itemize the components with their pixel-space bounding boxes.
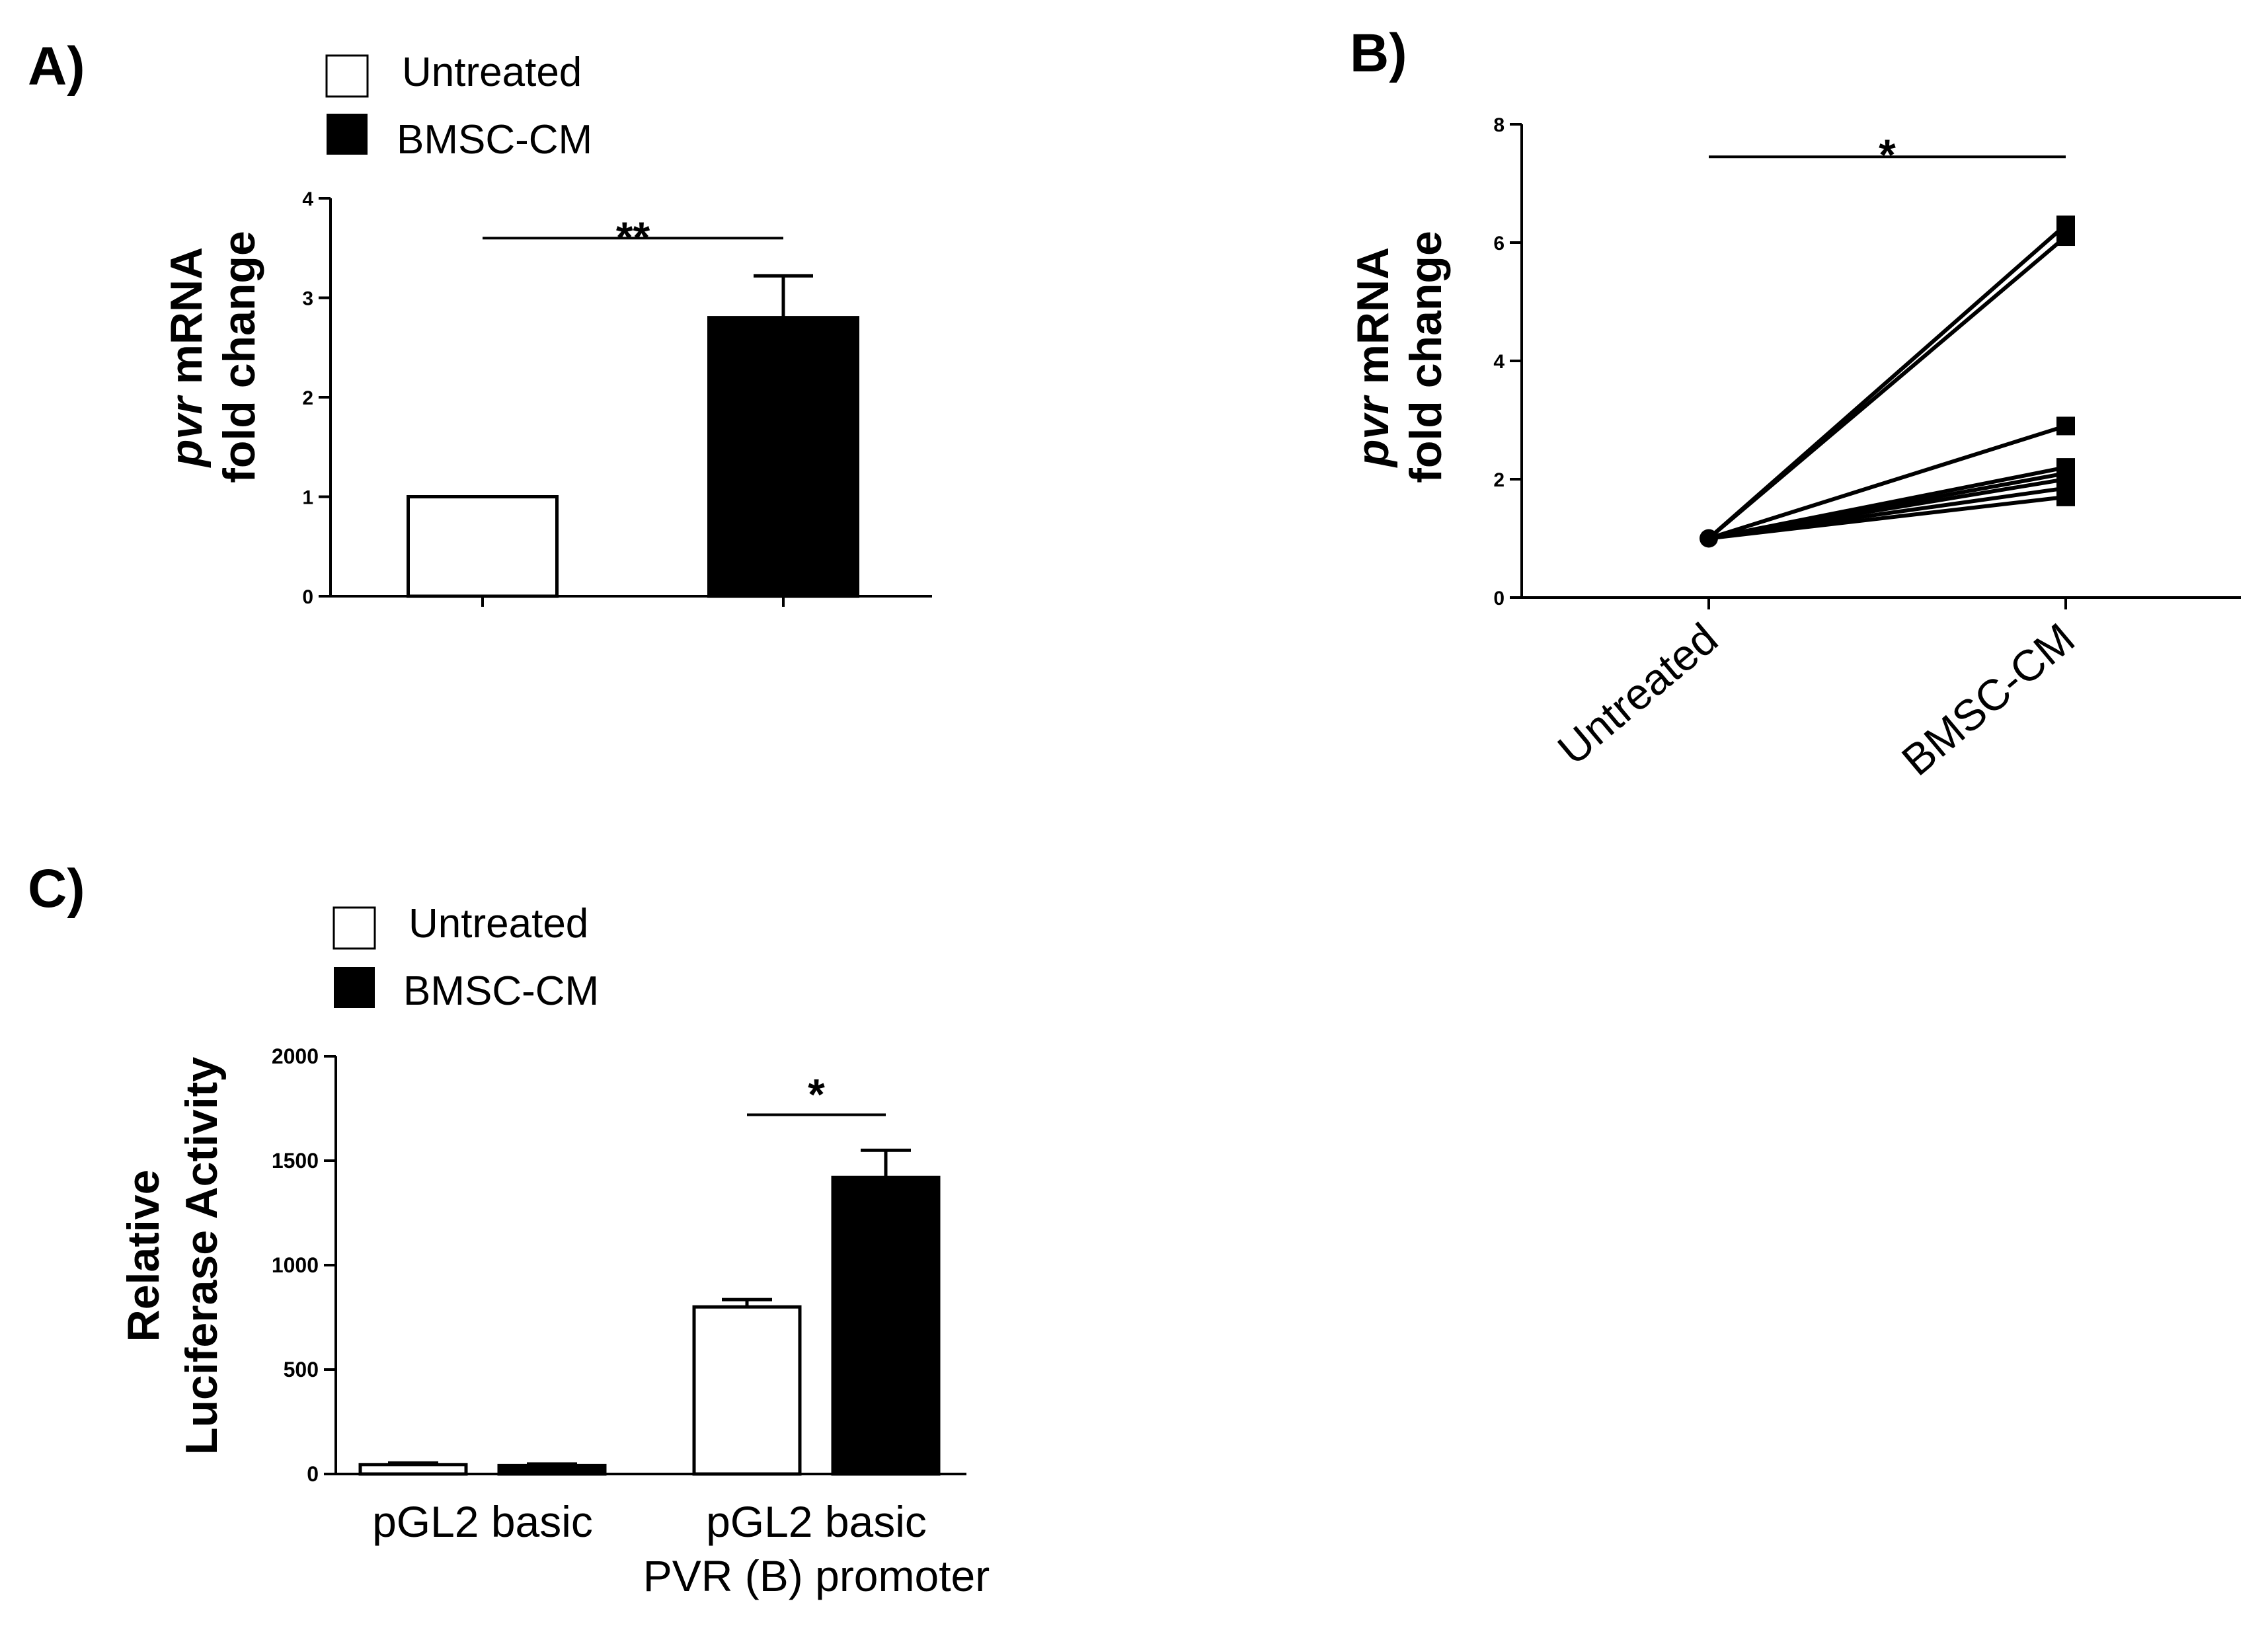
legend-label-untreated: Untreated xyxy=(409,901,588,947)
panel-b-y-axis-label-line2: fold change xyxy=(1401,231,1451,483)
panel-b-x-categories: Untreated BMSC-CM xyxy=(1548,598,2084,785)
panel-a-bar-bmsc-cm xyxy=(707,316,859,598)
panel-a-y-tick-label: 2 xyxy=(302,387,313,409)
panel-c-bar-bmsc-cm xyxy=(831,1175,941,1476)
panel-c-bar-bmsc-cm xyxy=(497,1463,607,1476)
panel-b-series-line xyxy=(1708,494,2066,541)
panel-a-y-ticks: 0 1 2 3 4 xyxy=(302,188,331,608)
legend-label-bmsc: BMSC-CM xyxy=(397,117,592,163)
panel-c-legend: Untreated BMSC-CM xyxy=(332,901,599,1014)
panel-b-x-category-label: Untreated xyxy=(1548,613,1727,774)
panel-b-x-category-label: BMSC-CM xyxy=(1893,613,2084,785)
panel-c-y-axis-label-line2: Luciferase Activity xyxy=(176,1057,227,1455)
panel-a-y-axis-label: pvr mRNA xyxy=(161,247,212,469)
panel-a-significance-stars: ** xyxy=(616,213,650,262)
legend-swatch-bmsc xyxy=(334,967,375,1008)
panel-b: B) pvr mRNA fold change 0 2 4 6 8 Untreated B… xyxy=(1348,23,2241,785)
panel-a-y-tick-label: 1 xyxy=(302,487,313,509)
panel-a-bar-untreated xyxy=(407,495,559,598)
panel-c-x-category-label: pGL2 basic xyxy=(706,1497,927,1546)
panel-c-significance-star: * xyxy=(808,1069,825,1118)
panel-c-x-categories: pGL2 basic pGL2 basic PVR (B) promoter xyxy=(372,1497,990,1600)
panel-b-point-bmsc-cm xyxy=(2056,227,2075,247)
panel-c-y-tick-label: 2000 xyxy=(272,1044,319,1068)
panel-c-y-axis-label: Relative xyxy=(118,1170,169,1342)
panel-c-x-category-label: PVR (B) promoter xyxy=(643,1551,990,1600)
panel-c: C) Untreated BMSC-CM Relative Luciferase… xyxy=(28,859,990,1600)
panel-b-point-bmsc-cm xyxy=(2056,416,2075,436)
panel-a-y-tick-label: 3 xyxy=(302,288,313,310)
panel-b-y-axis-label: pvr mRNA xyxy=(1348,247,1398,469)
panel-c-label: C) xyxy=(28,859,85,919)
panel-b-series-line xyxy=(1708,424,2066,541)
panel-a-significance: ** xyxy=(483,213,783,262)
panel-c-y-tick-label: 1500 xyxy=(272,1149,319,1173)
panel-a: A) Untreated BMSC-CM pvr mRNA fold chang… xyxy=(28,36,932,608)
panel-a-y-axis-label-line2: fold change xyxy=(214,231,264,483)
panel-c-x-category-label: pGL2 basic xyxy=(372,1497,593,1546)
panel-a-bars xyxy=(407,274,859,607)
panel-a-y-tick-label: 4 xyxy=(302,188,313,210)
panel-b-y-tick-label: 8 xyxy=(1493,114,1505,136)
panel-b-y-tick-label: 0 xyxy=(1493,588,1505,609)
legend-swatch-untreated xyxy=(332,906,376,950)
panel-b-y-tick-label: 6 xyxy=(1493,233,1505,254)
panel-b-axes xyxy=(1520,124,2241,599)
panel-b-series-lines xyxy=(1700,215,2075,548)
legend-swatch-untreated xyxy=(325,54,369,98)
panel-b-significance-star: * xyxy=(1879,130,1896,179)
legend-label-untreated: Untreated xyxy=(402,50,582,95)
panel-a-legend: Untreated BMSC-CM xyxy=(325,50,592,163)
panel-b-point-bmsc-cm xyxy=(2056,487,2075,506)
panel-c-significance: * xyxy=(747,1069,886,1118)
panel-c-bar-untreated xyxy=(692,1305,802,1476)
panel-c-y-tick-label: 500 xyxy=(284,1358,319,1381)
panel-b-point-untreated xyxy=(1700,529,1718,548)
legend-label-bmsc: BMSC-CM xyxy=(403,968,599,1014)
panel-c-bar-untreated xyxy=(358,1463,468,1476)
panel-b-label: B) xyxy=(1350,23,1407,83)
panel-a-y-tick-label: 0 xyxy=(302,586,313,608)
panel-c-y-ticks: 0 500 1000 1500 2000 xyxy=(272,1044,336,1486)
panel-b-significance: * xyxy=(1709,130,2066,179)
panel-b-y-tick-label: 4 xyxy=(1493,351,1505,373)
panel-a-label: A) xyxy=(28,36,85,97)
legend-swatch-bmsc xyxy=(327,114,368,155)
panel-b-y-ticks: 0 2 4 6 8 xyxy=(1493,114,1522,609)
panel-c-bars xyxy=(358,1148,941,1476)
panel-b-y-tick-label: 2 xyxy=(1493,469,1505,491)
panel-c-y-tick-label: 1000 xyxy=(272,1253,319,1277)
panel-c-y-tick-label: 0 xyxy=(307,1462,319,1486)
panel-b-series-line xyxy=(1707,235,2067,540)
